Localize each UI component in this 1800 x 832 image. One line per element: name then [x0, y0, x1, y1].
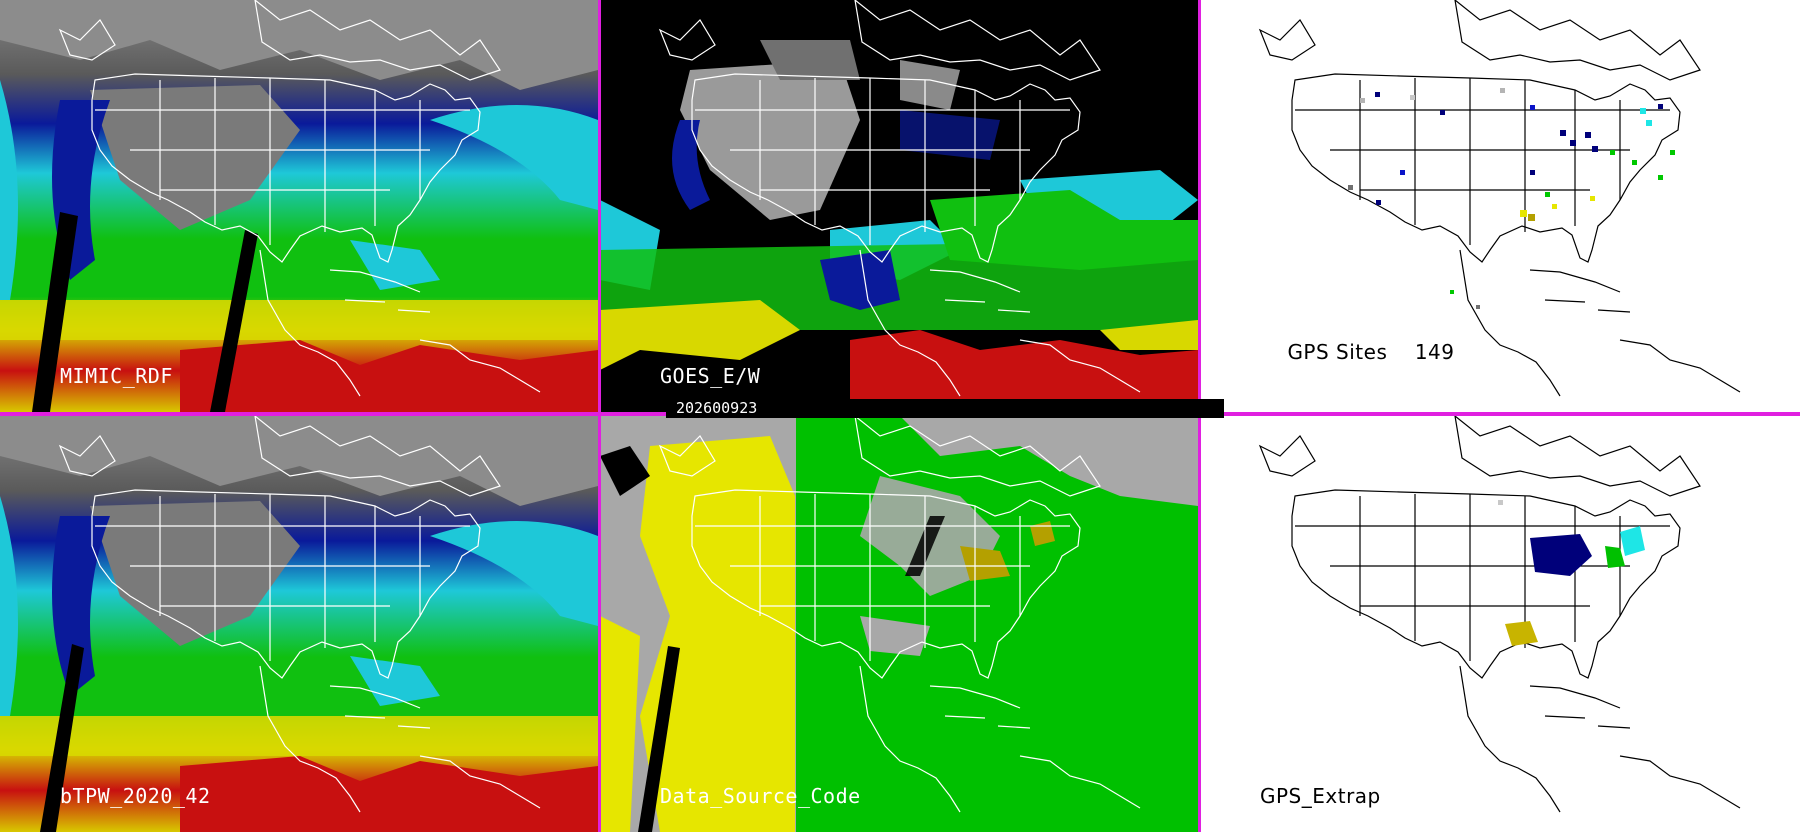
data-source-code-map	[600, 416, 1198, 832]
mimic-rdf-map	[0, 0, 598, 412]
gps-site-markers	[1348, 88, 1675, 309]
panel-label: bTPW_2020_42	[60, 784, 211, 808]
gps-sites-count: 149	[1414, 340, 1455, 364]
gps-sites-map	[1259, 0, 1741, 397]
extrap-region-new-england	[1620, 526, 1645, 556]
timestamp-bar: 202600923	[666, 399, 1224, 418]
gps-extrap-panel: GPS_Extrap	[1200, 416, 1800, 832]
timestamp-text: 202600923	[676, 399, 758, 417]
extrap-region-mid-atlantic	[1605, 546, 1625, 568]
panel-label: GPS Sites 149	[1260, 316, 1455, 388]
gps-extrap-map	[1259, 416, 1741, 813]
mimic-rdf-panel: MIMIC_RDF	[0, 0, 598, 412]
extrap-region-louisiana	[1505, 621, 1538, 646]
btpw-panel: bTPW_2020_42	[0, 416, 598, 832]
panel-label: Data_Source_Code	[660, 784, 861, 808]
goes-ew-panel: GOES_E/W	[600, 0, 1198, 412]
data-source-code-panel: Data_Source_Code	[600, 416, 1198, 832]
gps-sites-panel: GPS Sites 149	[1200, 0, 1800, 412]
btpw-map	[0, 416, 598, 832]
panel-label: MIMIC_RDF	[60, 364, 173, 388]
divider-vertical-1	[598, 0, 601, 832]
extrap-region-ohio	[1530, 534, 1592, 576]
gps-sites-label: GPS Sites	[1287, 340, 1388, 364]
goes-ew-map	[600, 0, 1198, 412]
panel-label: GOES_E/W	[660, 364, 761, 388]
panel-label: GPS_Extrap	[1260, 784, 1381, 808]
